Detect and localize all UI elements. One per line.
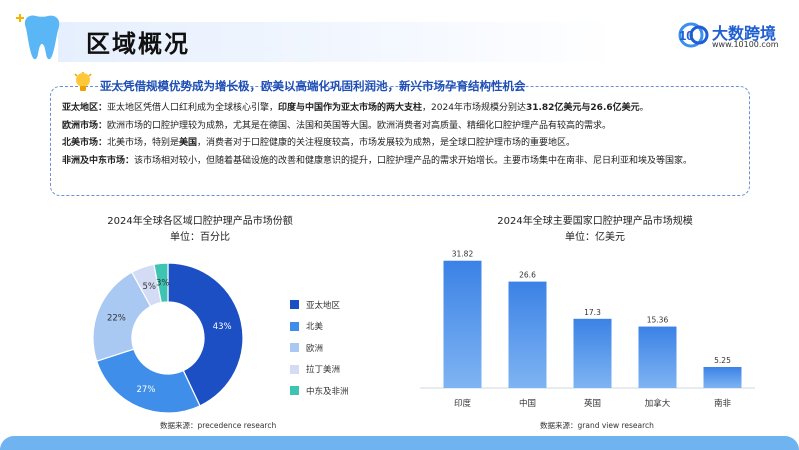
footer-bar — [0, 436, 799, 450]
legend-label: 欧洲 — [306, 343, 324, 354]
legend-swatch — [290, 364, 299, 374]
bar-chart: 31.82 印度 26.6 中国 17.3 英国 15.36 加拿大 5.25 南非 — [420, 250, 755, 409]
bar-category-label: 南非 — [714, 398, 732, 409]
legend-item: 中东及非洲 — [290, 380, 349, 402]
bar-value-label: 5.25 — [714, 356, 731, 365]
header: 区域概况 10 大数跨境 www.10100.com — [0, 0, 799, 64]
info-line-text: ，消费者对于口腔健康的关注程度较高，市场发展较为成熟，是全球口腔护理市场的重要地… — [197, 138, 576, 148]
info-line: 欧洲市场：欧洲市场的口腔护理较为成熟，尤其是在德国、法国和英国等大国。欧洲消费者… — [62, 118, 742, 136]
info-line-text: ，2024年市场规模分别达 — [422, 103, 526, 113]
bar-category-label: 英国 — [584, 398, 601, 409]
logo-url: www.10100.com — [712, 40, 779, 49]
pie-slice-label: 27% — [137, 385, 156, 395]
info-line-text: 31.82亿美元与26.6亿美元 — [525, 103, 640, 113]
bar — [573, 318, 612, 388]
pie-subtitle: 单位：百分比 — [170, 232, 230, 243]
legend-item: 拉丁美洲 — [290, 359, 349, 381]
pie-chart: 43% 27% 22% 5% 3% — [92, 262, 244, 414]
info-line-text: 欧洲市场的口腔护理较为成熟，尤其是在德国、法国和英国等大国。欧洲消费者对高质量、… — [107, 120, 612, 131]
info-line-label: 欧洲市场： — [62, 120, 108, 131]
info-line-text: 印度与中国作为亚太市场的两大支柱 — [278, 103, 423, 113]
title-band — [58, 22, 618, 62]
info-line-label: 非洲及中东市场： — [62, 155, 135, 166]
bar-value-label: 26.6 — [519, 271, 536, 280]
info-line-text: 亚太地区凭借人口红利成为全球核心引擎， — [107, 103, 279, 113]
pie-slice-label: 5% — [142, 282, 156, 292]
info-line: 非洲及中东市场：该市场相对较小，但随着基础设施的改善和健康意识的提升，口腔护理产… — [62, 153, 742, 171]
legend-label: 北美 — [306, 322, 324, 333]
legend-swatch — [290, 321, 299, 331]
page-title: 区域概况 — [86, 30, 190, 58]
tooth-icon — [16, 14, 60, 60]
pie-legend: 亚太地区北美欧洲拉丁美洲中东及非洲 — [290, 294, 349, 402]
info-box — [50, 86, 750, 196]
legend-item: 欧洲 — [290, 337, 349, 359]
pie-slice — [92, 271, 152, 362]
legend-swatch — [290, 300, 299, 310]
pie-title: 2024年全球各区域口腔护理产品市场份额 — [107, 216, 293, 227]
pie-slice — [95, 348, 201, 414]
lightbulb-icon — [74, 72, 92, 91]
brand-logo: 10 大数跨境 www.10100.com — [676, 20, 796, 54]
logo-mark-icon: 10 — [678, 22, 709, 48]
bar-value-label: 31.82 — [452, 250, 474, 259]
bar-value-label: 15.36 — [647, 316, 669, 325]
legend-label: 拉丁美洲 — [306, 365, 341, 376]
logo-name: 大数跨境 — [712, 24, 777, 43]
info-line-text: 北美市场，特别是 — [107, 138, 180, 148]
legend-label: 亚太地区 — [306, 300, 341, 311]
pie-slice-label: 3% — [156, 279, 170, 289]
info-line-label: 亚太地区： — [62, 103, 108, 113]
pie-slice-label: 22% — [107, 314, 126, 324]
bar-value-label: 17.3 — [584, 308, 601, 317]
info-line: 亚太地区：亚太地区凭借人口红利成为全球核心引擎，印度与中国作为亚太市场的两大支柱… — [62, 100, 742, 118]
info-lines: 亚太地区：亚太地区凭借人口红利成为全球核心引擎，印度与中国作为亚太市场的两大支柱… — [62, 100, 742, 170]
legend-item: 北美 — [290, 316, 349, 338]
bar — [443, 260, 482, 388]
bar-source: 数据来源：grand view research — [540, 421, 654, 430]
legend-label: 中东及非洲 — [306, 386, 349, 397]
bar-title: 2024年全球主要国家口腔护理产品市场规模 — [497, 216, 693, 227]
info-line-text: 该市场相对较小，但随着基础设施的改善和健康意识的提升，口腔护理产品的需求开始增长… — [134, 155, 693, 166]
legend-item: 亚太地区 — [290, 294, 349, 316]
pie-slice-label: 43% — [213, 322, 232, 332]
bar-subtitle: 单位：亿美元 — [565, 232, 625, 243]
info-line-text: 美国 — [179, 138, 198, 148]
bar — [508, 281, 547, 388]
bar-category-label: 中国 — [519, 398, 536, 409]
pie-slice — [167, 262, 244, 407]
bar-category-label: 印度 — [454, 398, 472, 409]
legend-swatch — [290, 386, 299, 396]
info-line-text: 。 — [639, 103, 649, 113]
info-line: 北美市场：北美市场，特别是美国，消费者对于口腔健康的关注程度较高，市场发展较为成… — [62, 135, 742, 153]
legend-swatch — [290, 343, 299, 353]
bar-category-label: 加拿大 — [645, 398, 671, 409]
info-headline: 亚太凭借规模优势成为增长极，欧美以高端化巩固利润池，新兴市场孕育结构性机会 — [100, 79, 526, 93]
bar — [703, 367, 742, 388]
logo-mark-text: 10 — [679, 28, 693, 43]
pie-slice — [153, 262, 169, 304]
info-line-label: 北美市场： — [62, 138, 108, 148]
pie-source: 数据来源：precedence research — [160, 421, 277, 430]
bar — [638, 326, 677, 388]
